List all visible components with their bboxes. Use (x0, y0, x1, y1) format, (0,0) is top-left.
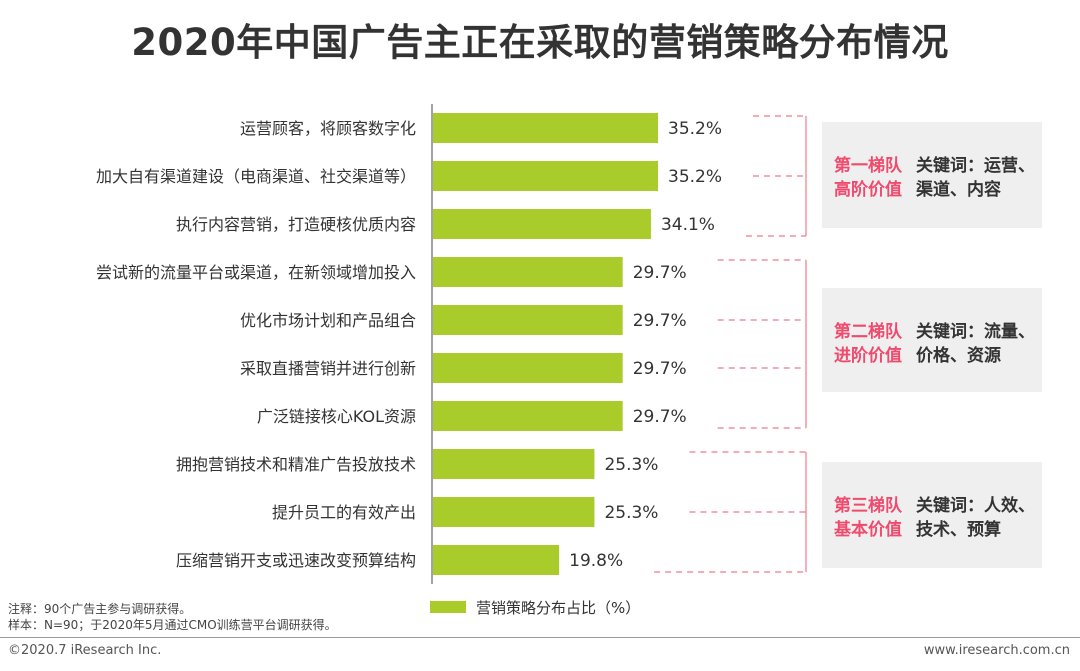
bar (433, 401, 623, 431)
chart-legend: 营销策略分布占比（%） (430, 597, 640, 617)
bar (433, 257, 623, 287)
category-label: 运营顾客，将顾客数字化 (240, 119, 416, 138)
category-label: 提升员工的有效产出 (272, 503, 416, 522)
bar (433, 305, 623, 335)
legend-label: 营销策略分布占比（%） (476, 598, 641, 617)
tier-name: 第一梯队 高阶价值 (834, 156, 902, 200)
tier-box-1: 第一梯队 高阶价值 关键词：运营、 渠道、内容 (822, 122, 1042, 228)
value-label: 29.7% (633, 263, 687, 283)
value-label: 29.7% (633, 311, 687, 331)
note-text: 注释：90个广告主参与调研获得。 (8, 602, 192, 616)
value-label: 34.1% (661, 215, 715, 235)
category-label: 压缩营销开支或迅速改变预算结构 (176, 551, 416, 570)
tier-box-3: 第三梯队 基本价值 关键词：人效、 技术、预算 (822, 462, 1042, 568)
tier-keywords: 关键词：运营、 渠道、内容 (916, 156, 1035, 200)
value-label: 35.2% (668, 119, 722, 139)
category-label: 优化市场计划和产品组合 (240, 311, 416, 330)
tier-name: 第二梯队 进阶价值 (834, 322, 902, 366)
tier-box-2: 第二梯队 进阶价值 关键词：流量、 价格、资源 (822, 288, 1042, 392)
sample-text: 样本：N=90；于2020年5月通过CMO训练营平台调研获得。 (8, 618, 337, 632)
bar (433, 353, 623, 383)
bar (433, 113, 658, 143)
bar (433, 449, 595, 479)
tier-keywords: 关键词：流量、 价格、资源 (916, 322, 1035, 366)
category-label: 拥抱营销技术和精准广告投放技术 (176, 455, 416, 474)
footer-website: www.iresearch.com.cn (923, 643, 1070, 658)
value-label: 29.7% (633, 359, 687, 379)
value-label: 19.8% (569, 551, 623, 571)
category-label: 尝试新的流量平台或渠道，在新领域增加投入 (96, 263, 416, 282)
chart-title: 2020年中国广告主正在采取的营销策略分布情况 (131, 21, 949, 64)
value-label: 25.3% (604, 503, 658, 523)
bar (433, 161, 658, 191)
legend-swatch (430, 601, 466, 613)
bar (433, 497, 595, 527)
value-label: 29.7% (633, 407, 687, 427)
category-label: 加大自有渠道建设（电商渠道、社交渠道等） (96, 167, 416, 186)
footer-divider (0, 637, 1080, 638)
value-label: 35.2% (668, 167, 722, 187)
category-label: 广泛链接核心KOL资源 (257, 407, 416, 426)
tier-name: 第三梯队 基本价值 (834, 496, 902, 540)
bar (433, 209, 651, 239)
tier-keywords: 关键词：人效、 技术、预算 (916, 496, 1035, 540)
value-label: 25.3% (604, 455, 658, 475)
category-label: 采取直播营销并进行创新 (240, 359, 416, 378)
bar (433, 545, 560, 575)
category-label: 执行内容营销，打造硬核优质内容 (176, 215, 416, 234)
footer-copyright: ©2020.7 iResearch Inc. (8, 643, 162, 658)
